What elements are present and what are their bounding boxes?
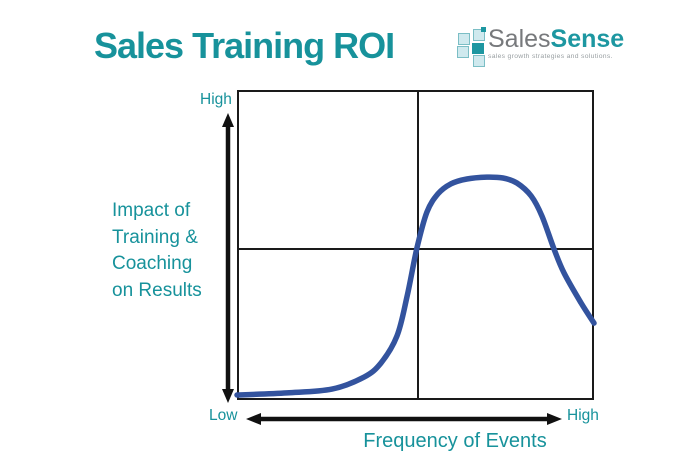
logo-square: [472, 43, 484, 54]
y-axis-title-line: Training &: [112, 226, 198, 248]
logo-name-sales: Sales: [488, 25, 551, 53]
logo-tagline: sales growth strategies and solutions.: [488, 53, 613, 60]
logo-square: [457, 46, 469, 58]
y-axis-high-label: High: [200, 91, 232, 108]
logo-name: SalesSense: [488, 26, 624, 52]
salessense-logo-mark-icon: [456, 27, 486, 68]
logo-square: [481, 27, 486, 32]
x-axis-high-label: High: [567, 407, 599, 424]
y-axis-title-line: Impact of: [112, 200, 191, 221]
y-axis-title-line: Coaching: [112, 253, 193, 274]
x-axis-title: Frequency of Events: [363, 430, 547, 452]
y-axis-title-line: on Results: [112, 279, 202, 301]
logo-text: SalesSense sales growth strategies and s…: [488, 26, 624, 60]
page-title: Sales Training ROI: [94, 25, 395, 66]
logo-square: [473, 29, 485, 41]
roi-curve: [234, 174, 597, 398]
y-axis-title: Impact of Training & Coaching on Results: [112, 198, 202, 304]
y-axis-arrow: [222, 113, 234, 403]
salessense-logo: SalesSense sales growth strategies and s…: [456, 26, 636, 68]
x-axis-arrow: [246, 413, 562, 425]
chart-plot-area: [234, 90, 597, 400]
roi-curve-path: [234, 174, 597, 398]
logo-square: [473, 55, 485, 67]
logo-name-sense: Sense: [550, 25, 625, 53]
origin-low-label: Low: [209, 407, 238, 424]
logo-square: [458, 33, 470, 45]
